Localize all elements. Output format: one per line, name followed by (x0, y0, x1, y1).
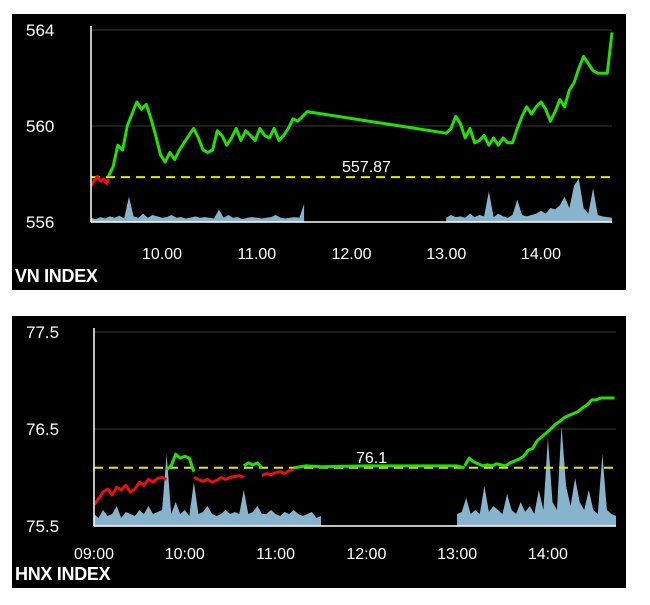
price-series-line (242, 461, 264, 469)
y-tick-label: 564 (26, 21, 54, 40)
price-series-line (293, 464, 466, 470)
x-tick-label: 11.00 (237, 246, 276, 263)
y-tick-label: 77.5 (26, 323, 59, 342)
x-tick-label: 13:00 (437, 546, 477, 563)
x-tick-label: 12.00 (331, 246, 371, 263)
price-series-line (193, 474, 245, 484)
price-series-line (107, 32, 614, 178)
x-tick-label: 14.00 (521, 246, 561, 263)
x-tick-label: 13.00 (426, 246, 466, 263)
x-tick-label: 09:00 (74, 546, 114, 563)
reference-label: 557.87 (342, 159, 391, 176)
volume-area (457, 426, 616, 526)
y-tick-label: 75.5 (26, 517, 59, 536)
price-series-line (165, 452, 196, 473)
x-tick-label: 11:00 (256, 546, 295, 563)
vn-index-chart: 564 560 556 557.87 10.00 11.00 12.00 13.00 14.00 (26, 21, 614, 263)
price-series-line (463, 396, 615, 468)
x-tick-label: 12:00 (346, 546, 386, 563)
hnx-index-title: HNX INDEX (15, 564, 111, 584)
hnx-index-chart: 77.5 76.5 75.5 76.1 09:00 10:00 11:00 12:00 13:0… (26, 323, 616, 563)
volume-area (91, 196, 305, 222)
price-series-line (89, 174, 110, 187)
volume-area (446, 178, 612, 222)
price-series-line (92, 476, 168, 506)
vn-index-panel: 564 560 556 557.87 10.00 11.00 12.00 13.00 14.00… (12, 14, 626, 290)
x-tick-label: 10.00 (142, 246, 182, 263)
reference-label: 76.1 (356, 450, 387, 467)
hnx-index-panel: 77.5 76.5 75.5 76.1 09:00 10:00 11:00 12:00 13:0… (12, 316, 626, 588)
x-tick-label: 14:00 (528, 546, 568, 563)
y-tick-label: 556 (26, 213, 54, 232)
x-tick-label: 10:00 (165, 546, 205, 563)
vn-index-title: VN INDEX (15, 266, 98, 286)
y-tick-label: 560 (26, 117, 54, 136)
volume-area (94, 454, 321, 526)
price-series-line (261, 468, 295, 477)
y-tick-label: 76.5 (26, 420, 59, 439)
